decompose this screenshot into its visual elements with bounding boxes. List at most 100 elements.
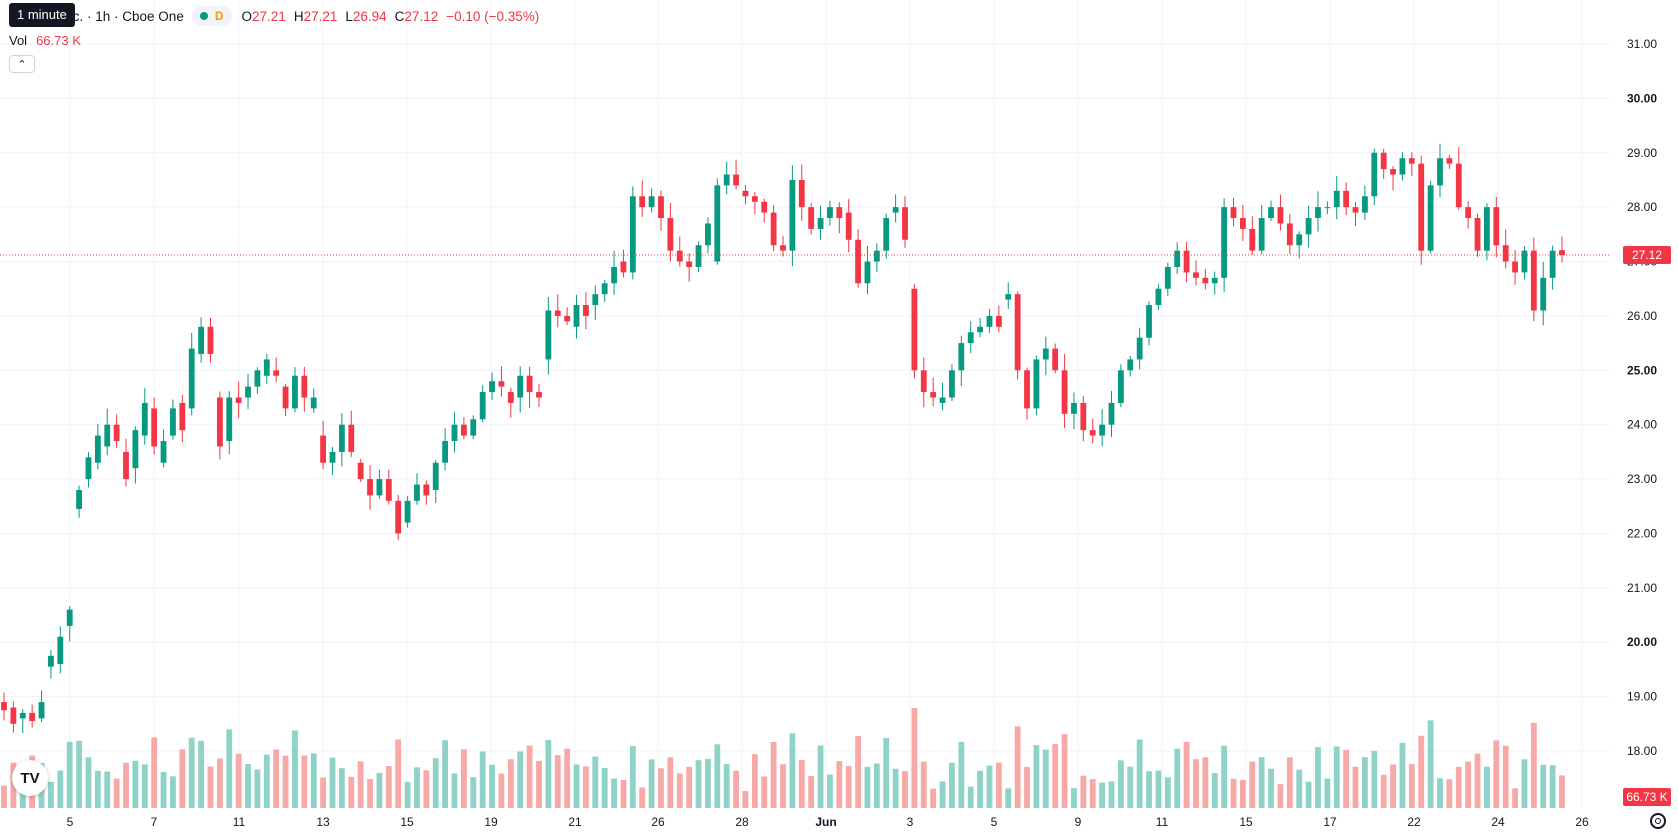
volume-bar xyxy=(442,740,449,808)
volume-bar xyxy=(639,787,646,808)
x-tick-label: 26 xyxy=(651,815,665,829)
candle-body xyxy=(676,250,683,262)
candle-body xyxy=(930,392,937,398)
volume-bar xyxy=(873,763,880,808)
candle-body xyxy=(1014,294,1021,371)
candle-body xyxy=(1193,272,1199,278)
candle-body xyxy=(920,370,927,393)
candle-body xyxy=(1155,288,1162,306)
candle-body xyxy=(254,370,261,387)
tradingview-logo-icon[interactable]: TV xyxy=(12,760,48,796)
candle-body xyxy=(48,655,54,667)
volume-bar xyxy=(1530,722,1537,808)
candle-body xyxy=(1455,163,1462,208)
x-tick-label: 9 xyxy=(1075,815,1082,829)
candle-body xyxy=(1,702,7,711)
candle-body xyxy=(601,283,608,295)
candle-body xyxy=(479,392,486,420)
market-status-pill[interactable]: D xyxy=(191,6,232,26)
candle-body xyxy=(1465,207,1472,219)
volume-bar xyxy=(705,759,711,808)
candle-body xyxy=(967,332,974,344)
candle-body xyxy=(611,266,617,284)
candle-body xyxy=(1127,359,1134,371)
volume-bar xyxy=(1024,767,1030,808)
volume-bar xyxy=(1183,741,1190,808)
time-axis: 5 7 11 13 15 19 21 26 28 Jun 3 5 9 11 15 17 22 24 26 xyxy=(67,815,1589,829)
volume-bar xyxy=(1437,778,1443,808)
volume-value: 66.73 K xyxy=(36,33,81,48)
volume-bar xyxy=(1108,781,1115,808)
volume-label: Vol xyxy=(9,33,28,48)
candle-body xyxy=(1258,218,1265,251)
candle-body xyxy=(1540,277,1547,311)
volume-bar xyxy=(226,729,233,808)
candle-body xyxy=(1089,430,1096,436)
candle-body xyxy=(1484,207,1490,251)
volume-bar xyxy=(1455,766,1462,808)
volume-bar xyxy=(554,755,561,808)
candle-body xyxy=(639,196,646,208)
volume-bar xyxy=(1559,775,1565,808)
volume-bar xyxy=(432,758,439,808)
candle-body xyxy=(949,370,955,398)
candle-body xyxy=(1146,305,1152,338)
candle-body xyxy=(761,201,768,213)
volume-bar xyxy=(1089,779,1096,808)
candle-body xyxy=(301,375,308,398)
candle-body xyxy=(554,310,561,316)
settings-gear-icon[interactable] xyxy=(1650,813,1666,829)
chevron-up-icon: ⌃ xyxy=(17,58,27,71)
volume-bar xyxy=(357,761,364,808)
volume-bar xyxy=(470,777,477,808)
volume-bar xyxy=(414,767,420,808)
candle-body xyxy=(1296,234,1303,246)
x-tick-label: 15 xyxy=(1239,815,1253,829)
volume-bar xyxy=(1005,788,1012,808)
collapse-legend-button[interactable]: ⌃ xyxy=(9,55,35,73)
candle-body xyxy=(723,174,730,186)
volume-bar xyxy=(967,786,974,808)
x-tick-label: Jun xyxy=(815,815,836,829)
volume-bar xyxy=(1474,753,1481,808)
candle-body xyxy=(460,424,467,436)
candle-body xyxy=(986,315,993,327)
y-tick-label: 24.00 xyxy=(1627,418,1657,432)
volume-bar xyxy=(789,733,796,808)
x-tick-label: 21 xyxy=(568,815,582,829)
candle-body xyxy=(770,212,777,246)
volume-bar xyxy=(1361,757,1368,808)
candle-body xyxy=(432,462,439,490)
volume-bar xyxy=(48,781,54,808)
candle-body xyxy=(1221,207,1228,278)
candle-body xyxy=(19,712,26,719)
candle-body xyxy=(1239,218,1246,229)
change-value: −0.10 (−0.35%) xyxy=(446,8,540,24)
volume-legend: Vol 66.73 K xyxy=(9,33,81,48)
volume-bar xyxy=(479,751,486,808)
symbol-legend: atforms, Inc. · 1h · Cboe One D O27.21 H… xyxy=(9,6,539,26)
volume-bar xyxy=(517,751,524,808)
candle-body xyxy=(66,609,73,626)
volume-bar xyxy=(1211,773,1218,808)
candle-body xyxy=(1042,348,1049,360)
volume-bar xyxy=(1164,777,1171,808)
candle-body xyxy=(226,397,233,442)
volume-bar xyxy=(902,771,908,808)
y-tick-label: 28.00 xyxy=(1627,200,1657,214)
volume-bar xyxy=(817,745,824,808)
market-open-dot-icon xyxy=(199,12,208,20)
volume-bar xyxy=(132,760,139,808)
candle-body xyxy=(1437,158,1443,186)
y-tick-label: 26.00 xyxy=(1627,309,1657,323)
candle-body xyxy=(10,707,17,724)
volume-bar xyxy=(892,768,899,808)
candle-body xyxy=(160,441,167,463)
volume-bar xyxy=(489,764,495,808)
volume-bar xyxy=(1071,788,1077,808)
volume-bar xyxy=(94,770,101,808)
y-tick-label: 23.00 xyxy=(1627,472,1657,486)
candle-body xyxy=(1268,207,1274,219)
